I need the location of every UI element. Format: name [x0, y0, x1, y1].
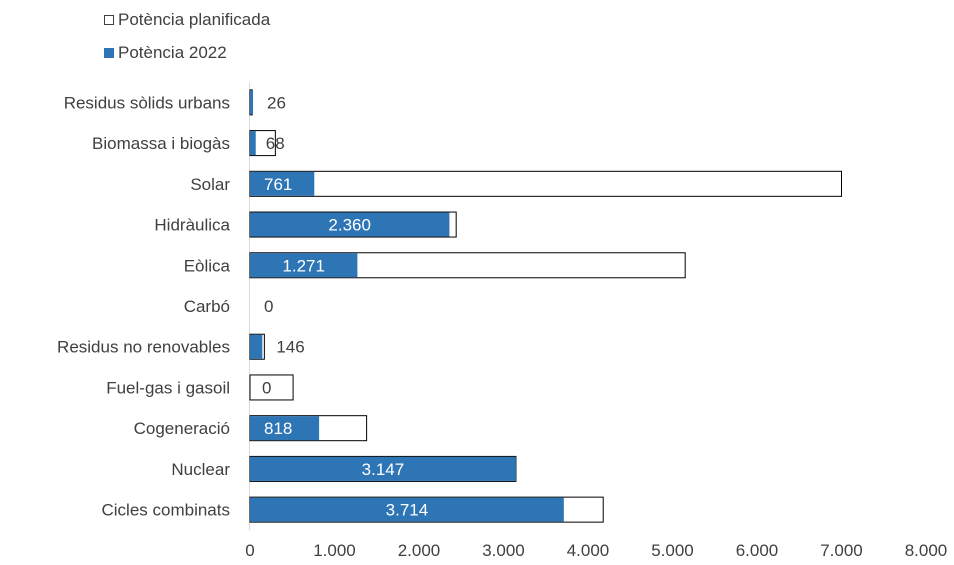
data-label: 818 — [264, 419, 292, 438]
data-label: 1.271 — [282, 256, 325, 275]
bar-planned — [249, 374, 294, 401]
legend-swatch-2022 — [104, 48, 114, 58]
x-tick-label: 4.000 — [567, 541, 610, 560]
bar-2022 — [250, 253, 358, 278]
legend-label-planned: Potència planificada — [118, 10, 271, 29]
bar-2022 — [250, 131, 256, 156]
data-label: 3.147 — [362, 460, 405, 479]
bar-2022 — [250, 497, 564, 522]
data-label: 2.360 — [328, 216, 371, 235]
category-label: Cogeneració — [134, 419, 230, 438]
category-label: Nuclear — [171, 460, 230, 479]
x-tick-label: 5.000 — [651, 541, 694, 560]
data-label: 146 — [276, 338, 304, 357]
bar-2022 — [250, 334, 263, 359]
x-tick-label: 2.000 — [398, 541, 441, 560]
category-label: Fuel-gas i gasoil — [106, 378, 230, 397]
data-label: 3.714 — [386, 501, 429, 520]
data-label: 0 — [262, 378, 271, 397]
bar-2022 — [250, 171, 315, 196]
data-label: 68 — [266, 134, 285, 153]
category-label: Cicles combinats — [102, 501, 231, 520]
legend-item-2022: Potència 2022 — [104, 43, 227, 63]
legend-label-2022: Potència 2022 — [118, 43, 227, 62]
x-tick-label: 7.000 — [820, 541, 863, 560]
category-label: Carbó — [184, 297, 230, 316]
x-tick-label: 8.000 — [905, 541, 948, 560]
bar-planned — [249, 170, 842, 197]
category-label: Solar — [190, 175, 230, 194]
x-tick-label: 6.000 — [736, 541, 779, 560]
category-label: Eòlica — [184, 256, 231, 275]
bar-2022 — [250, 212, 450, 237]
category-label: Biomassa i biogàs — [92, 134, 230, 153]
category-label: Residus no renovables — [57, 338, 230, 357]
bar-2022 — [250, 90, 253, 115]
category-label: Hidràulica — [154, 216, 230, 235]
data-label: 761 — [264, 175, 292, 194]
data-label: 26 — [267, 93, 286, 112]
data-label: 0 — [264, 297, 273, 316]
x-tick-label: 3.000 — [482, 541, 525, 560]
x-tick-label: 1.000 — [313, 541, 356, 560]
bar-2022 — [250, 456, 516, 481]
x-tick-label: 0 — [245, 541, 254, 560]
category-label: Residus sòlids urbans — [64, 93, 230, 112]
bar-2022 — [250, 416, 320, 441]
legend-item-planned: Potència planificada — [104, 10, 270, 30]
legend-swatch-planned — [104, 15, 114, 25]
